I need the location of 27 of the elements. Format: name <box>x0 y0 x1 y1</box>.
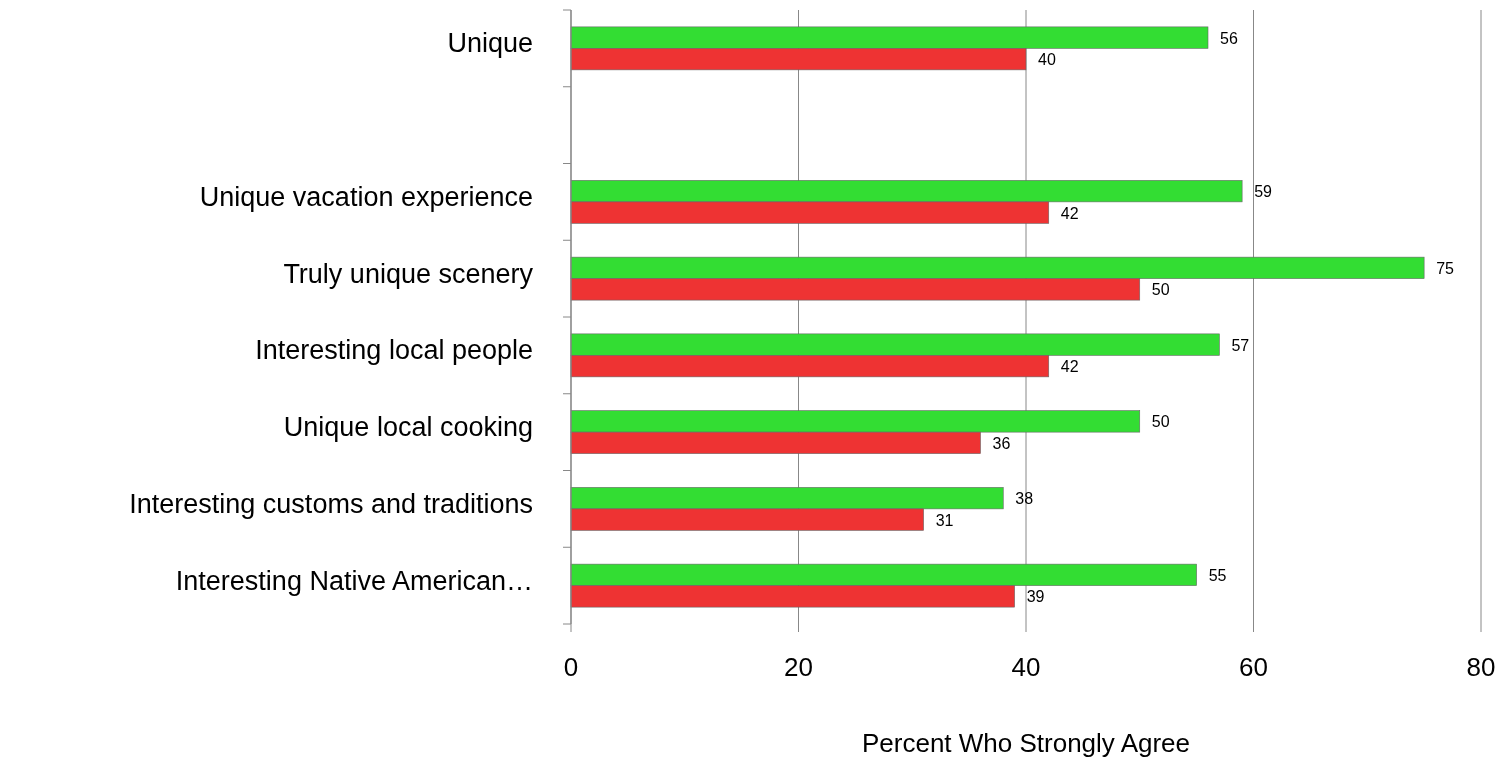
data-label: 39 <box>1026 588 1045 606</box>
data-label: 42 <box>1060 358 1079 376</box>
x-axis-title: Percent Who Strongly Agree <box>861 728 1191 758</box>
data-label: 42 <box>1060 204 1079 222</box>
x-tick-label: 80 <box>1466 652 1496 682</box>
x-tick-label: 60 <box>1239 652 1268 682</box>
data-label: 36 <box>992 434 1011 452</box>
x-tick-label: 20 <box>784 652 813 682</box>
y-tick-label: Unique vacation experience <box>199 181 533 212</box>
y-tick-label: Unique local cooking <box>283 412 533 443</box>
data-label: 50 <box>1151 413 1170 431</box>
y-tick-label: Interesting customs and traditions <box>129 488 533 519</box>
y-tick-label: Interesting local people <box>255 335 533 366</box>
x-tick-label: 0 <box>563 652 579 682</box>
data-label: 50 <box>1151 281 1170 299</box>
data-label: 59 <box>1254 183 1273 201</box>
data-label: 40 <box>1038 51 1056 69</box>
y-tick-label: Interesting Native American… <box>175 565 533 596</box>
x-tick-label: 40 <box>1011 652 1041 682</box>
y-tick-label: Truly unique scenery <box>283 258 534 289</box>
y-tick-label: Unique <box>447 28 533 59</box>
data-label: 55 <box>1208 566 1227 584</box>
data-label: 56 <box>1220 29 1238 47</box>
data-label: 75 <box>1436 259 1455 277</box>
data-label: 57 <box>1231 336 1250 354</box>
data-label: 38 <box>1015 490 1034 508</box>
data-label: 31 <box>935 511 954 529</box>
